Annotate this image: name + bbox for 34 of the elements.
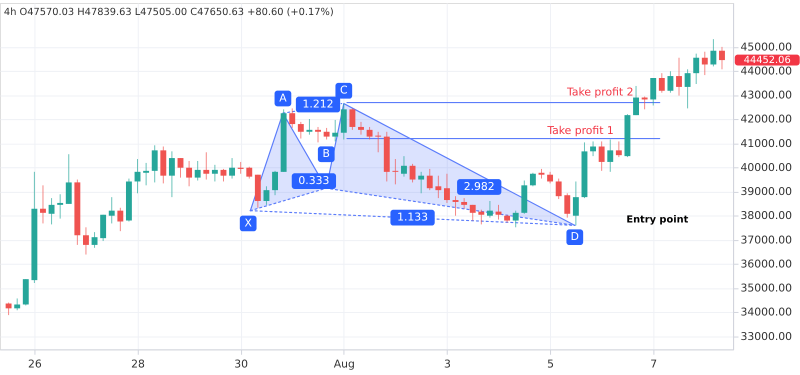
y-tick-label: 44000.00 — [740, 64, 792, 78]
y-tick-label: 34000.00 — [740, 306, 792, 319]
y-tick-label: 33000.00 — [740, 330, 792, 343]
y-tick-label: 38000.00 — [740, 209, 792, 222]
chart-title: 4h O47570.03 H47839.63 L47505.00 C47650.63 +80.60 (+0.17%) — [4, 6, 334, 18]
annotation: 1.133 — [397, 210, 428, 224]
y-tick-label: 40000.00 — [740, 160, 792, 174]
y-tick-label: 37000.00 — [740, 233, 792, 246]
x-tick-label: 30 — [234, 358, 248, 371]
x-tick-label: 26 — [28, 358, 42, 371]
annotation: B — [322, 147, 330, 160]
annotation: X — [244, 216, 252, 230]
y-tick-label: 42000.00 — [740, 112, 792, 126]
y-tick-label: 45000.00 — [740, 40, 792, 54]
y-tick-label: 36000.00 — [740, 257, 792, 270]
annotation: C — [340, 84, 348, 97]
y-tick-label: 39000.00 — [740, 185, 792, 198]
annotation: 1.212 — [302, 97, 334, 110]
annotation: Take profit 2 — [566, 85, 634, 98]
y-tick-label: 35000.00 — [740, 282, 792, 295]
y-tick-label: 43000.00 — [740, 88, 792, 102]
x-tick-label: Aug — [334, 358, 355, 371]
x-tick-label: 3 — [444, 358, 451, 371]
annotation: 2.982 — [464, 180, 495, 193]
x-tick-label: 7 — [650, 358, 658, 371]
annotation: A — [279, 91, 288, 104]
x-tick-label: 5 — [547, 358, 554, 371]
annotation: 0.333 — [298, 174, 330, 188]
annotation: 44452.06 — [744, 55, 791, 66]
y-tick-label: 41000.00 — [740, 136, 792, 150]
annotation: Take profit 1 — [546, 124, 614, 137]
annotation: Entry point — [626, 214, 689, 226]
x-tick-label: 28 — [131, 358, 146, 371]
annotation: D — [570, 230, 579, 244]
